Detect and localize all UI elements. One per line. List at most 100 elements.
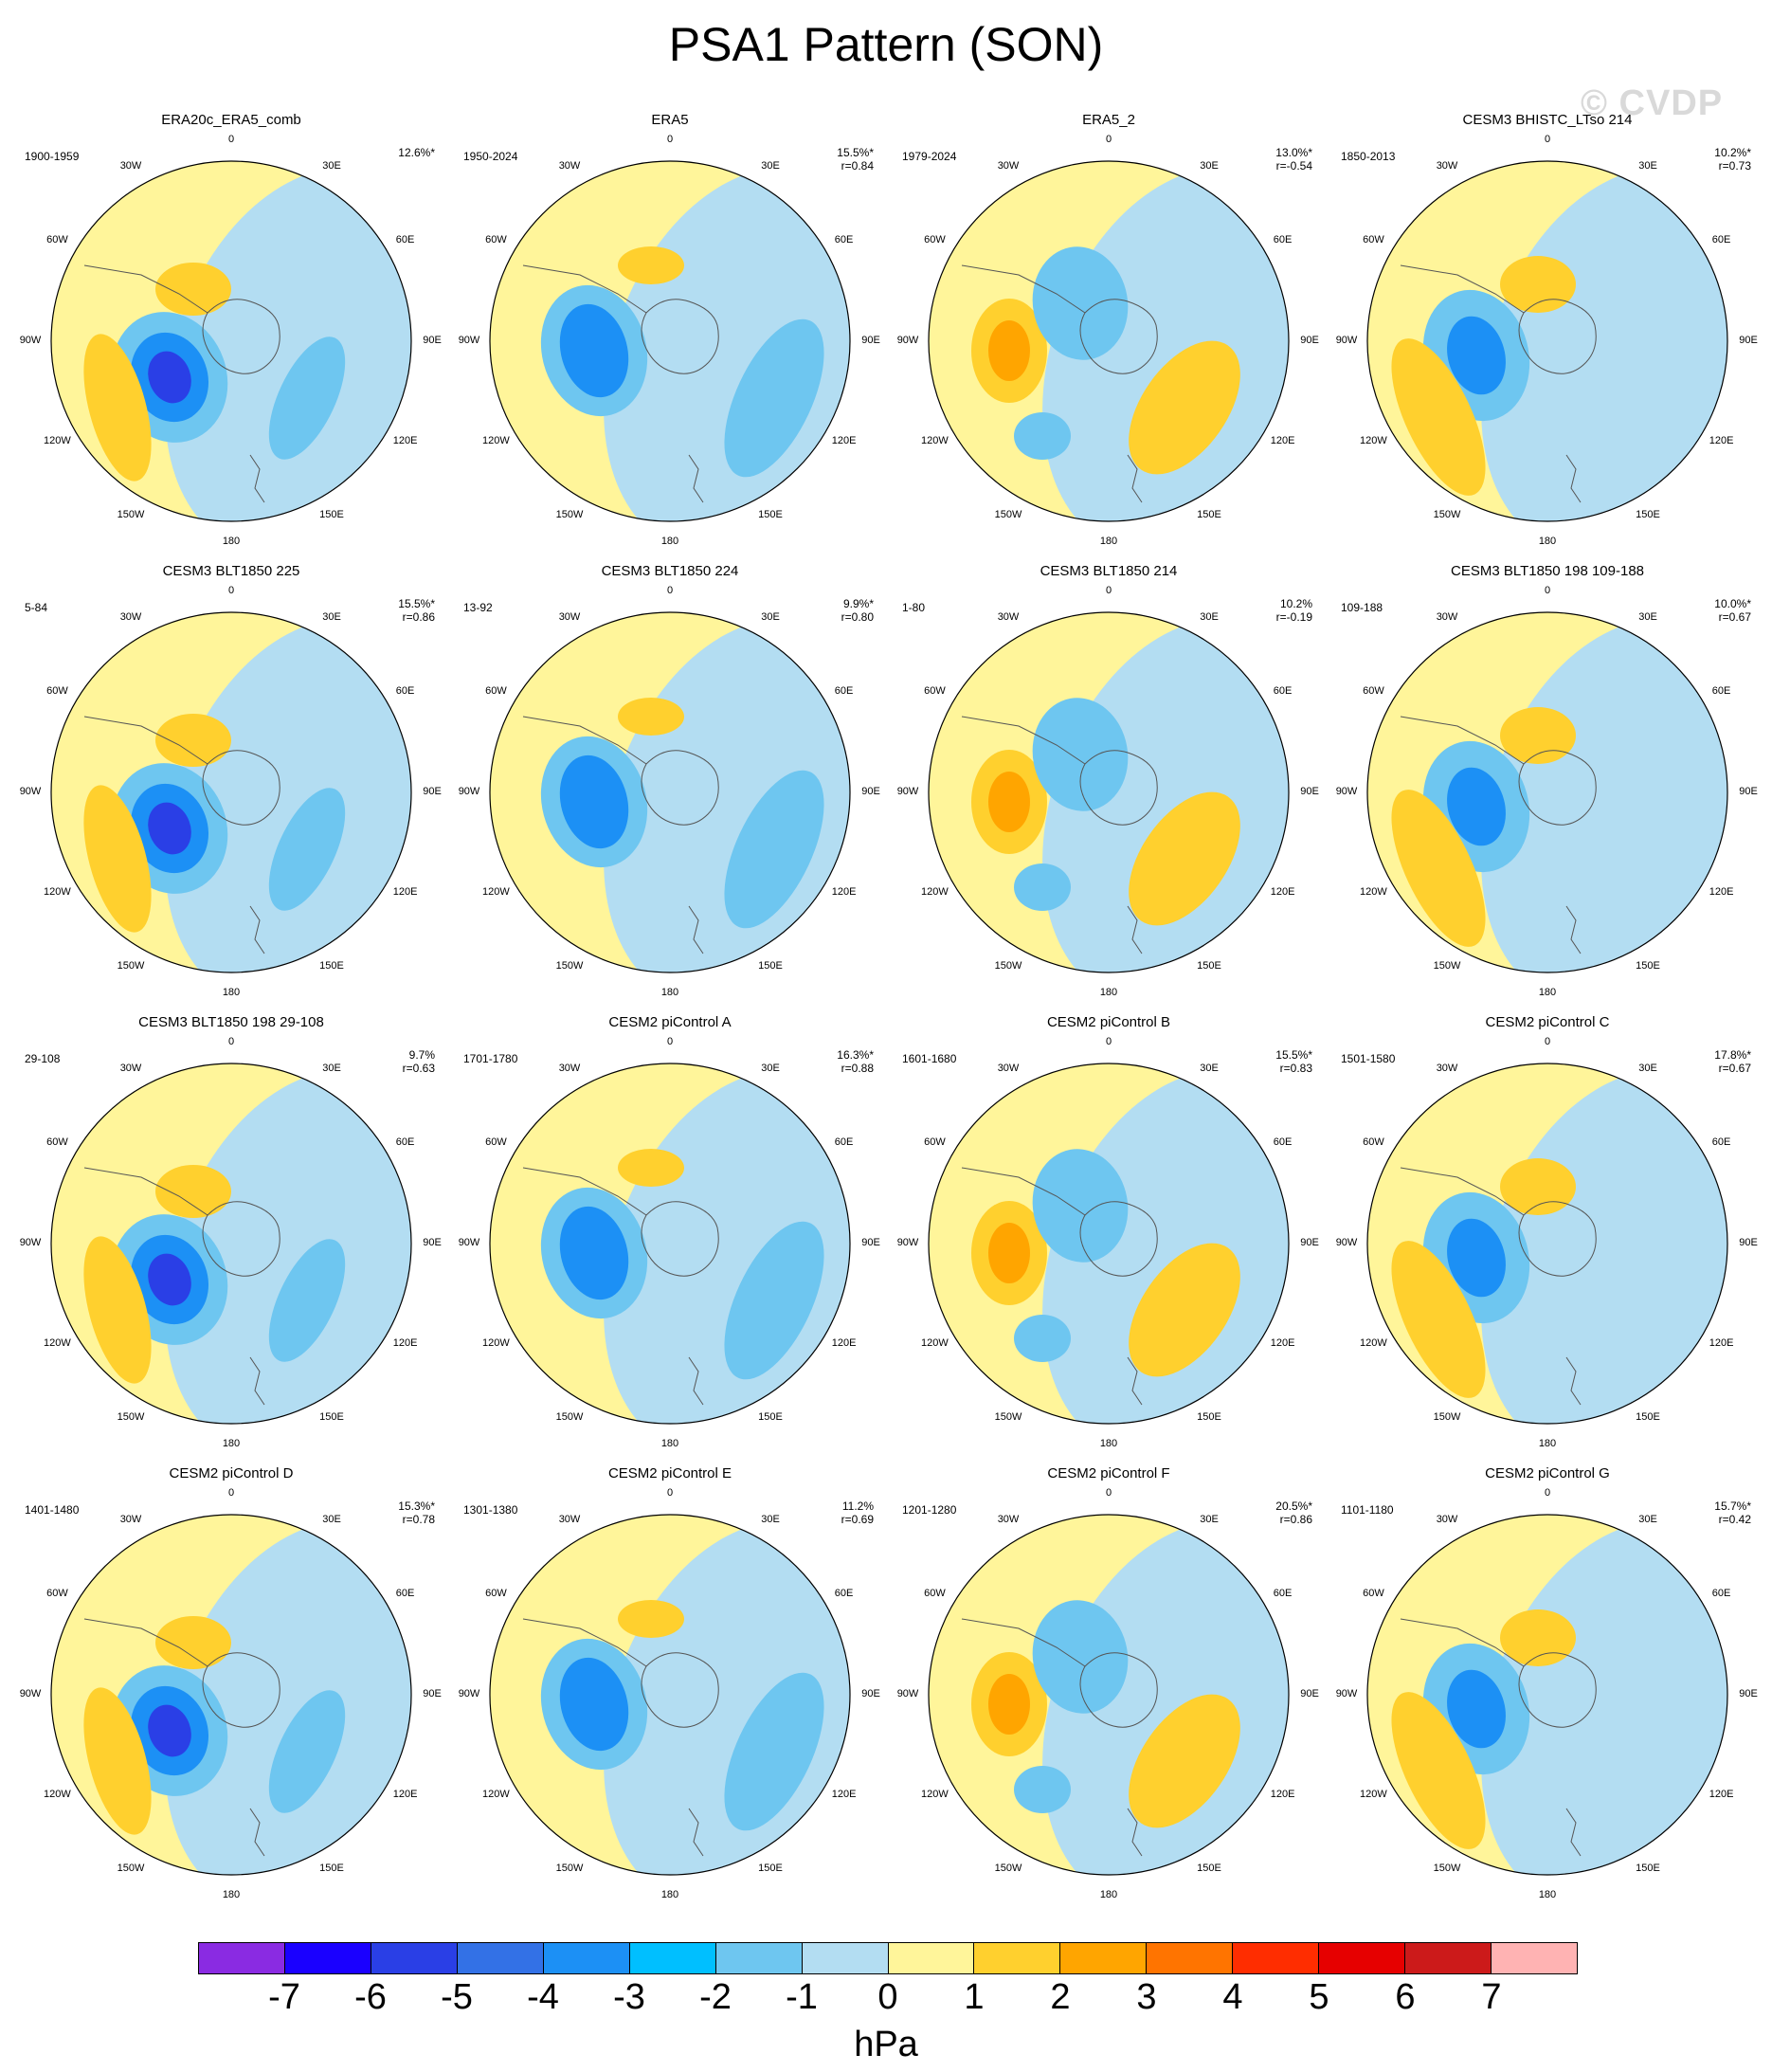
longitude-label: 90E <box>1300 1237 1319 1248</box>
polar-map <box>50 1514 412 1876</box>
map-border <box>928 1063 1290 1425</box>
panel-stats: 9.7% r=0.63 <box>402 1048 435 1075</box>
south-america-coastline <box>961 264 1086 314</box>
longitude-label: 60E <box>834 234 854 245</box>
south-america-coastline <box>522 716 647 765</box>
polar-map <box>50 611 412 973</box>
anomaly-contour <box>155 714 231 767</box>
longitude-label: 120W <box>44 1789 71 1800</box>
longitude-label: 120W <box>921 435 949 446</box>
longitude-label: 120W <box>482 1789 510 1800</box>
antarctica-coastline <box>1079 1201 1158 1277</box>
anomaly-contour <box>268 788 346 911</box>
longitude-label: 90W <box>896 1237 919 1248</box>
panel-title: CESM3 BLT1850 198 109-188 <box>1450 563 1645 579</box>
longitude-label: 150W <box>555 1410 584 1423</box>
panel-stats: 15.5%* r=0.84 <box>837 146 874 173</box>
anomaly-contour <box>618 698 684 736</box>
longitude-label: 0 <box>227 585 235 596</box>
panel-title: CESM2 piControl B <box>1046 1014 1171 1030</box>
longitude-label: 60W <box>924 234 946 245</box>
map-panel: ERA20c_ERA5_comb 1900-1959 12.6%* 0 30E 60E 90… <box>13 112 449 557</box>
anomaly-contour <box>618 246 684 284</box>
longitude-label: 150W <box>994 959 1022 972</box>
longitude-label: 60E <box>395 1588 415 1599</box>
new-zealand-coastline <box>1127 1808 1143 1857</box>
new-zealand-coastline <box>249 454 265 503</box>
colorbar-swatch <box>1319 1943 1406 1973</box>
anomaly-contour <box>148 1253 191 1306</box>
longitude-label: 150E <box>1636 508 1660 520</box>
south-america-coastline <box>1400 264 1525 314</box>
map-panel: CESM3 BLT1850 225 5-84 15.5%* r=0.86 0 30E 60E… <box>13 563 449 1009</box>
panel-title: CESM3 BLT1850 214 <box>1040 563 1178 579</box>
antarctica-coastline <box>202 750 280 826</box>
new-zealand-coastline <box>1565 1808 1582 1857</box>
longitude-label: 90W <box>1335 335 1358 346</box>
new-zealand-coastline <box>688 1808 704 1857</box>
longitude-label: 120W <box>1360 1337 1387 1349</box>
longitude-label: 30E <box>1638 160 1657 173</box>
longitude-label: 0 <box>227 1487 235 1499</box>
polar-map <box>1366 1514 1728 1876</box>
map-panel: CESM2 piControl G 1101-1180 15.7%* r=0.42 0 3… <box>1329 1465 1765 1911</box>
longitude-label: 90W <box>896 786 919 797</box>
south-america-coastline <box>522 1167 647 1216</box>
polar-map <box>489 611 851 973</box>
longitude-label: 60W <box>924 1136 946 1148</box>
anomaly-contour <box>1032 698 1129 811</box>
longitude-label: 120E <box>392 435 418 446</box>
longitude-label: 120E <box>1270 886 1295 898</box>
longitude-label: 30W <box>119 1063 142 1075</box>
longitude-label: 150E <box>1197 1862 1221 1874</box>
colorbar-tick-label: -2 <box>699 1977 732 2017</box>
longitude-label: 180 <box>660 536 679 547</box>
map-panel: ERA5 1950-2024 15.5%* r=0.84 0 30E 60E 90E 120E 1… <box>452 112 888 557</box>
colorbar-tick-label: 2 <box>1050 1977 1071 2017</box>
longitude-label: 30W <box>1436 611 1458 624</box>
polar-map <box>489 1514 851 1876</box>
new-zealand-coastline <box>249 905 265 954</box>
colorbar-swatch <box>974 1943 1061 1973</box>
polar-map <box>489 1063 851 1425</box>
longitude-label: 150W <box>117 959 145 972</box>
longitude-label: 30E <box>1200 160 1219 173</box>
longitude-label: 150E <box>319 508 344 520</box>
longitude-label: 0 <box>1105 1036 1112 1047</box>
anomaly-contour <box>1032 246 1129 360</box>
longitude-label: 150W <box>555 1862 584 1874</box>
longitude-label: 0 <box>1105 134 1112 145</box>
panel-title: CESM2 piControl E <box>607 1465 732 1481</box>
longitude-label: 90W <box>458 1688 480 1699</box>
anomaly-contour <box>1014 1766 1071 1813</box>
panel-title: CESM2 piControl A <box>608 1014 732 1030</box>
longitude-label: 0 <box>1544 134 1551 145</box>
new-zealand-coastline <box>1127 905 1143 954</box>
longitude-label: 60E <box>1273 1136 1293 1148</box>
longitude-label: 120W <box>482 435 510 446</box>
panel-period: 1-80 <box>902 601 926 614</box>
antarctica-coastline <box>641 299 719 374</box>
anomaly-contour <box>1391 1241 1486 1398</box>
colorbar-units: hPa <box>854 2025 918 2064</box>
longitude-label: 30E <box>1200 1063 1219 1075</box>
longitude-label: 30W <box>558 1063 581 1075</box>
polar-map <box>489 160 851 522</box>
longitude-label: 0 <box>1105 1487 1112 1499</box>
longitude-label: 60E <box>834 1136 854 1148</box>
south-america-coastline <box>961 1167 1086 1216</box>
map-border <box>489 1514 851 1876</box>
longitude-label: 30E <box>1200 611 1219 624</box>
longitude-label: 150E <box>1197 959 1221 972</box>
anomaly-contour <box>559 303 629 398</box>
polar-map <box>928 1063 1290 1425</box>
colorbar-tick-label: 4 <box>1222 1977 1243 2017</box>
longitude-label: 180 <box>660 1889 679 1900</box>
longitude-label: 120E <box>831 886 857 898</box>
map-panel: CESM3 BLT1850 214 1-80 10.2% r=-0.19 0 30E 60E… <box>891 563 1327 1009</box>
longitude-label: 150W <box>117 1862 145 1874</box>
longitude-label: 0 <box>1105 585 1112 596</box>
longitude-label: 30E <box>1638 1063 1657 1075</box>
anomaly-contour <box>1500 1609 1576 1666</box>
longitude-label: 180 <box>222 536 241 547</box>
